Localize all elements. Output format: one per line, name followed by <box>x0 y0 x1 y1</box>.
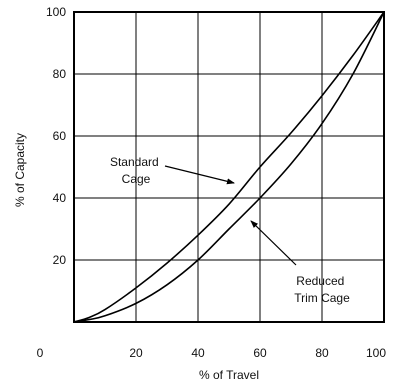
x-tick-label: 100 <box>366 346 386 360</box>
y-tick-label: 40 <box>53 191 67 205</box>
reduced-trim-cage-curve <box>73 11 385 323</box>
y-tick-label: 60 <box>53 129 67 143</box>
y-tick-label: 100 <box>46 5 66 19</box>
standard-cage-curve <box>73 11 385 323</box>
standard-cage-arrow <box>164 165 235 185</box>
reduced-trim-cage-label-line1: Reduced <box>296 274 344 288</box>
reduced-trim-cage-label: Reduced Trim Cage <box>294 274 350 305</box>
series-lines <box>73 11 385 323</box>
x-tick-label: 60 <box>253 346 267 360</box>
reduced-trim-cage-arrow <box>250 220 297 266</box>
plot-frame <box>73 11 385 323</box>
x-tick-label: 20 <box>129 346 143 360</box>
y-tick-label: 80 <box>53 67 67 81</box>
standard-cage-label-line2: Cage <box>122 172 151 186</box>
standard-cage-label: Standard Cage <box>110 155 162 186</box>
y-axis-title: % of Capacity <box>13 133 27 207</box>
x-tick-label: 80 <box>315 346 329 360</box>
x-tick-label: 40 <box>191 346 205 360</box>
standard-cage-label-line1: Standard <box>110 155 159 169</box>
y-tick-label: 20 <box>53 253 67 267</box>
x-tick-label: 0 <box>37 346 44 360</box>
reduced-trim-cage-label-line2: Trim Cage <box>294 291 350 305</box>
x-axis-title: % of Travel <box>199 368 259 382</box>
tick-labels: 0 20 40 60 80 100 20 40 60 80 100 <box>37 5 387 360</box>
